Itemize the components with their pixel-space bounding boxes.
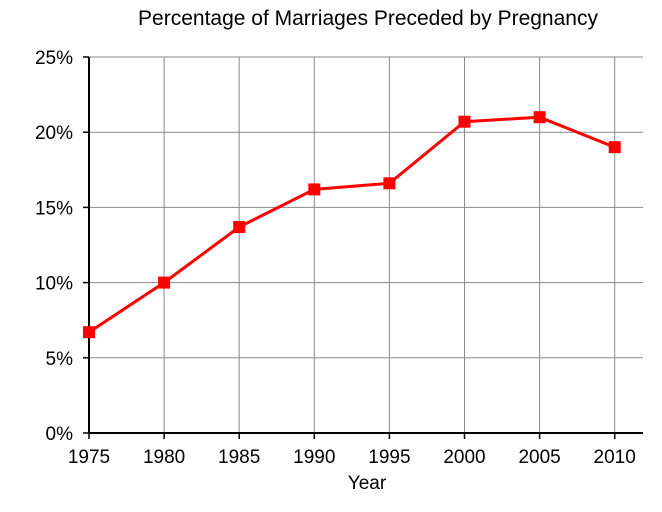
data-point-1980 <box>158 276 171 289</box>
x-tick-label: 2010 <box>594 447 636 468</box>
data-point-2005 <box>533 111 546 124</box>
x-tick-label: 1985 <box>218 447 260 468</box>
y-tick-label: 25% <box>35 48 73 69</box>
x-tick-labels: 1975 1980 1985 1990 1995 2000 2005 2010 <box>68 447 636 468</box>
x-tick-label: 1990 <box>293 447 335 468</box>
x-tick-label: 1980 <box>143 447 185 468</box>
chart-title: Percentage of Marriages Preceded by Preg… <box>138 7 598 30</box>
y-tick-label: 5% <box>46 349 74 370</box>
data-point-1990 <box>308 183 321 196</box>
data-point-1985 <box>233 221 246 233</box>
y-tick-label: 10% <box>35 274 73 295</box>
data-series <box>83 111 621 339</box>
x-tick-label: 2000 <box>443 447 485 468</box>
x-axis-title: Year <box>348 473 387 494</box>
data-point-2010 <box>608 141 621 154</box>
x-tick-label: 1975 <box>68 447 110 468</box>
data-point-2000 <box>458 115 471 128</box>
y-tick-labels: 0% 5% 10% 15% 20% 25% <box>35 48 73 445</box>
x-tick-label: 2005 <box>518 447 560 468</box>
gridlines <box>89 56 643 433</box>
x-tick-label: 1995 <box>368 447 410 468</box>
series-line <box>88 115 616 334</box>
axes <box>83 56 643 439</box>
data-point-1995 <box>383 177 396 190</box>
y-tick-label: 0% <box>46 424 74 445</box>
data-point-1975 <box>83 326 95 339</box>
y-tick-label: 15% <box>35 198 73 219</box>
y-tick-label: 20% <box>35 123 73 144</box>
